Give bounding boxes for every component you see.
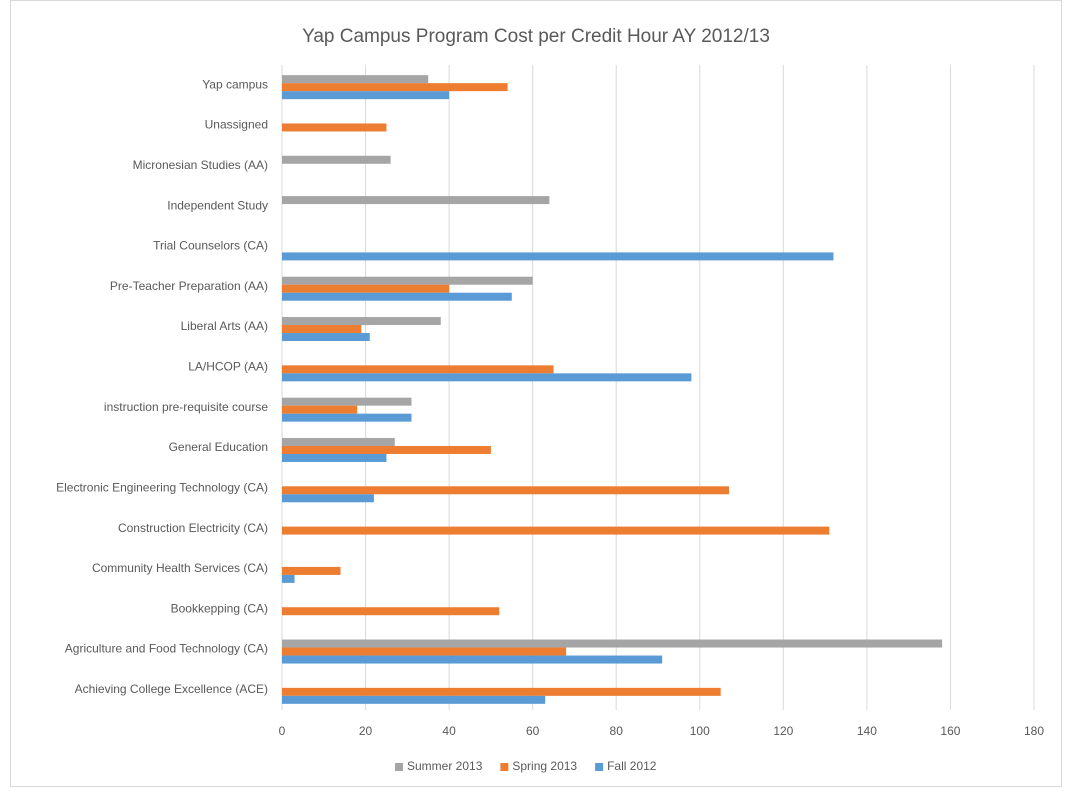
bar: [282, 494, 374, 503]
y-tick-label: Pre-Teacher Preparation (AA): [110, 279, 268, 293]
bar: [282, 655, 663, 664]
bar: [282, 687, 721, 696]
bar: [282, 333, 370, 342]
bar: [282, 574, 295, 583]
chart-title: Yap Campus Program Cost per Credit Hour …: [302, 26, 770, 47]
x-tick-label: 80: [610, 724, 624, 738]
y-tick-label: Micronesian Studies (AA): [133, 158, 268, 172]
bar: [282, 91, 450, 100]
bar: [282, 373, 692, 382]
x-tick-label: 180: [1024, 724, 1044, 738]
y-tick-label: General Education: [169, 440, 268, 454]
bar: [282, 566, 341, 575]
y-tick-label: Trial Counselors (CA): [153, 239, 268, 253]
x-tick-label: 160: [940, 724, 960, 738]
legend-label: Summer 2013: [407, 759, 483, 773]
bar: [282, 695, 546, 704]
y-tick-label: Liberal Arts (AA): [181, 319, 268, 333]
x-tick-label: 20: [359, 724, 373, 738]
bar: [282, 405, 358, 414]
legend-label: Fall 2012: [607, 759, 657, 773]
y-tick-label: Yap campus: [202, 77, 268, 91]
y-tick-label: Electronic Engineering Technology (CA): [56, 480, 268, 494]
y-tick-label: Agriculture and Food Technology (CA): [65, 642, 268, 656]
bar: [282, 196, 550, 205]
bar: [282, 397, 412, 406]
legend-label: Spring 2013: [512, 759, 577, 773]
bar: [282, 276, 533, 285]
x-tick-label: 100: [690, 724, 710, 738]
bar: [282, 123, 387, 132]
bar: [282, 317, 441, 326]
bar: [282, 83, 508, 92]
x-tick-label: 140: [857, 724, 877, 738]
bar: [282, 75, 429, 84]
y-tick-label: Independent Study: [167, 198, 268, 212]
bar: [282, 453, 387, 462]
y-tick-label: instruction pre-requisite course: [104, 400, 268, 414]
bar: [282, 292, 512, 301]
bar: [282, 413, 412, 422]
bar: [282, 155, 391, 164]
bar: [282, 365, 554, 374]
chart-frame: [10, 0, 1062, 787]
bar: [282, 252, 834, 261]
y-tick-label: Bookkepping (CA): [171, 601, 268, 615]
x-tick-label: 0: [279, 724, 286, 738]
bar: [282, 607, 500, 616]
bar: [282, 325, 362, 334]
y-tick-label: LA/HCOP (AA): [188, 360, 268, 374]
legend-swatch: [395, 763, 403, 771]
y-tick-label: Community Health Services (CA): [92, 561, 268, 575]
bar: [282, 437, 395, 446]
y-tick-label: Unassigned: [205, 118, 268, 132]
legend-swatch: [500, 763, 509, 771]
bar: [282, 647, 567, 656]
x-tick-label: 120: [773, 724, 793, 738]
y-tick-label: Achieving College Excellence (ACE): [75, 682, 268, 696]
bar: [282, 639, 943, 648]
x-tick-label: 60: [526, 724, 540, 738]
bar: [282, 486, 730, 495]
y-tick-label: Construction Electricity (CA): [118, 521, 268, 535]
bar: [282, 526, 830, 535]
bar: [282, 445, 491, 454]
x-tick-label: 40: [442, 724, 456, 738]
legend-swatch: [595, 763, 604, 771]
bar: [282, 284, 450, 293]
